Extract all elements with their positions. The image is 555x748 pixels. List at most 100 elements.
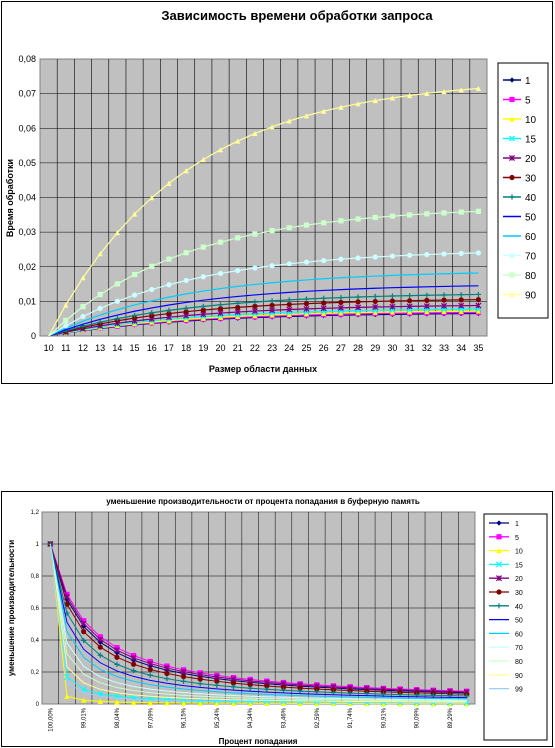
data-point xyxy=(269,312,275,318)
data-point xyxy=(131,271,138,278)
data-point xyxy=(303,296,310,302)
data-point xyxy=(458,308,464,314)
legend-label: 80 xyxy=(515,659,523,666)
x-tick-label: 31 xyxy=(405,343,415,353)
data-point xyxy=(423,303,430,310)
data-point xyxy=(372,298,378,305)
data-point xyxy=(458,87,464,93)
data-point xyxy=(97,636,104,643)
data-point xyxy=(424,297,430,303)
data-point xyxy=(131,321,138,327)
x-tick-label: 27 xyxy=(336,343,346,353)
data-point xyxy=(235,138,241,144)
x-tick-label: 29 xyxy=(370,343,380,353)
data-point xyxy=(458,297,464,303)
data-point xyxy=(355,101,361,107)
x-tick-label: 23 xyxy=(267,343,277,353)
data-point xyxy=(269,302,275,308)
x-tick-label: 100,00% xyxy=(48,707,54,731)
data-point xyxy=(230,700,237,706)
legend-marker xyxy=(509,116,515,122)
legend-item-80: 80 xyxy=(503,271,537,282)
data-point xyxy=(114,316,120,322)
legend-marker xyxy=(496,520,502,526)
data-point xyxy=(330,689,337,696)
data-point xyxy=(286,301,292,308)
legend-label: 60 xyxy=(515,631,523,638)
x-tick-label: 35 xyxy=(473,343,483,353)
y-tick-label: 0 xyxy=(36,702,40,708)
legend-item-20: 20 xyxy=(503,154,537,165)
data-point xyxy=(297,700,303,707)
data-point xyxy=(475,85,482,92)
data-point xyxy=(458,302,465,309)
data-point xyxy=(320,305,327,312)
series-line xyxy=(48,304,479,337)
data-point xyxy=(355,304,362,311)
series-line xyxy=(49,543,467,697)
data-point xyxy=(303,259,310,265)
data-point xyxy=(180,668,187,675)
data-point xyxy=(338,256,344,262)
y-axis-label: уменьшение производительности xyxy=(7,540,16,676)
legend-label: 50 xyxy=(525,213,537,224)
legend-item-90: 90 xyxy=(503,291,537,302)
data-point xyxy=(440,302,448,309)
legend-label: 10 xyxy=(515,549,523,556)
x-tick-label: 22 xyxy=(250,343,260,353)
data-point xyxy=(286,118,292,124)
data-point xyxy=(458,209,464,215)
series-60 xyxy=(49,543,467,700)
data-point xyxy=(97,305,103,311)
legend-marker xyxy=(495,561,503,568)
data-point xyxy=(214,700,220,706)
data-point xyxy=(97,652,103,658)
data-point xyxy=(321,295,327,301)
data-point xyxy=(286,225,292,231)
legend-item-50: 50 xyxy=(489,618,523,625)
series-30 xyxy=(48,297,482,337)
legend-item-10: 10 xyxy=(503,115,537,126)
data-point xyxy=(338,299,344,306)
series-10 xyxy=(47,541,470,707)
data-point xyxy=(197,680,203,687)
data-point xyxy=(63,322,69,329)
legend-label: 70 xyxy=(515,645,523,652)
x-tick-label: 20 xyxy=(216,343,226,353)
legend-item-1: 1 xyxy=(503,76,531,87)
data-point xyxy=(235,235,241,241)
series-line xyxy=(48,285,479,337)
data-point xyxy=(217,312,224,319)
y-tick-label: 0,02 xyxy=(18,262,36,272)
series-20 xyxy=(48,302,482,337)
legend-marker xyxy=(508,154,516,162)
data-point xyxy=(389,298,396,304)
data-point xyxy=(303,301,310,307)
data-point xyxy=(269,298,275,304)
series-line xyxy=(49,543,467,699)
data-point xyxy=(321,310,327,316)
data-point xyxy=(81,629,87,635)
data-point xyxy=(235,300,241,306)
legend-label: 15 xyxy=(515,562,523,569)
data-point xyxy=(475,308,482,314)
data-point xyxy=(269,263,275,269)
legend xyxy=(483,513,548,741)
data-point xyxy=(252,299,258,305)
data-point xyxy=(372,97,378,104)
data-point xyxy=(338,295,344,301)
legend-label: 70 xyxy=(525,252,537,263)
data-point xyxy=(314,689,320,695)
y-tick-label: 0,07 xyxy=(18,89,36,99)
data-point xyxy=(297,685,303,691)
series-line xyxy=(48,293,479,337)
data-point xyxy=(407,252,413,258)
x-tick-label: 18 xyxy=(181,343,191,353)
data-point xyxy=(197,700,203,706)
legend-marker xyxy=(509,252,515,259)
chart-performance-decrease-svg: 0 0,2 0,4 0,6 0,8 1 1,2 100,00% 99,01% 98,04% 97,0… xyxy=(7,497,548,746)
data-point xyxy=(389,303,396,310)
x-tick-label: 92,59% xyxy=(315,707,321,728)
data-point xyxy=(81,618,87,624)
legend-label: 10 xyxy=(525,115,537,126)
